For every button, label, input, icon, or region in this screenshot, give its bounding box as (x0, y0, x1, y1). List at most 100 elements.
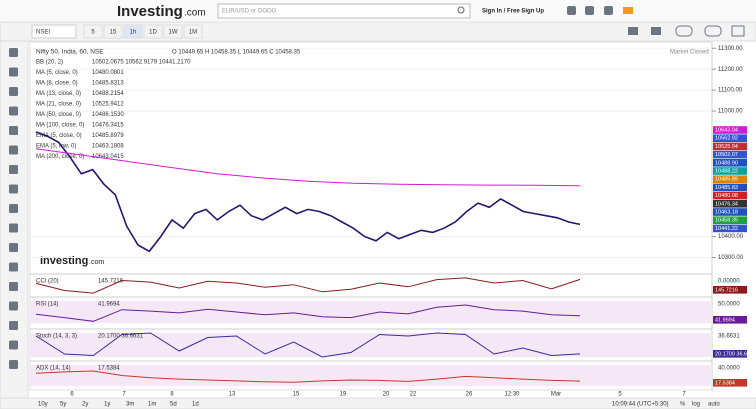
tool-icon[interactable] (9, 67, 18, 77)
period-button[interactable]: 5d (170, 402, 177, 408)
y-tick-label: 10400.00 (718, 234, 744, 240)
interval-button[interactable] (83, 24, 103, 39)
panel-axis-label: 50.0000 (718, 302, 740, 308)
y-tick-label: 11100.00 (718, 88, 743, 94)
layout-icon[interactable] (651, 27, 661, 35)
interval-button[interactable] (103, 24, 123, 39)
interval-label: 1W (169, 30, 178, 36)
logo[interactable]: Investing (117, 3, 183, 20)
interval-label: 15 (110, 30, 117, 36)
sign-in[interactable]: Sign In / Free Sign Up (482, 9, 544, 15)
tool-icon[interactable] (9, 321, 18, 330)
price-label: 10463.18 (715, 209, 738, 215)
price-label-box (713, 208, 747, 216)
chart-title: Nifty 50, India, 60, NSE (36, 49, 104, 56)
legend-value: 10502.0675 10562.9179 10441.2170 (92, 60, 191, 66)
legend-name: EMA (5, close, 0) (36, 133, 82, 139)
camera-icon[interactable] (628, 27, 638, 35)
tool-icon[interactable] (9, 223, 18, 233)
market-status: Market Closed (670, 50, 709, 56)
percent-toggle[interactable]: % (680, 402, 686, 408)
panel-value: 41.9694 (98, 302, 120, 308)
x-tick-label: 12:30 (504, 392, 520, 398)
panel-name: Stoch (14, 3, 3) (36, 334, 77, 340)
tool-icon[interactable] (9, 282, 18, 291)
legend-value: 10480.0801 (92, 70, 124, 76)
tool-icon[interactable] (9, 262, 18, 272)
price-label-box (713, 183, 747, 192)
period-button[interactable]: 1m (148, 402, 156, 408)
interval-button[interactable] (183, 24, 203, 39)
price-label-box (713, 200, 747, 208)
legend-name: EMA (5, low, 0) (36, 144, 76, 150)
panel-band (30, 301, 712, 323)
cloud-icon[interactable] (704, 25, 722, 37)
icon[interactable] (604, 6, 613, 15)
legend-name: MA (5, close, 0) (36, 70, 78, 76)
tool-icon[interactable] (9, 340, 18, 350)
log-toggle[interactable]: log (692, 402, 700, 408)
x-tick-label: 20 (383, 392, 390, 398)
search-icon[interactable] (457, 6, 465, 14)
period-button[interactable]: 10y (38, 402, 48, 408)
interval-button[interactable] (143, 24, 163, 39)
price-line (35, 131, 581, 253)
tool-icon[interactable] (9, 184, 18, 194)
legend-value: 10485.8313 (92, 81, 124, 87)
watermark: Investing (40, 255, 88, 267)
panel-name: RSI (14) (36, 302, 58, 308)
interval-label: 5 (91, 30, 95, 36)
interval-button[interactable] (123, 24, 143, 39)
panel-axis-label: 36.6631 (718, 334, 740, 340)
price-line (35, 148, 581, 187)
tool-icon[interactable] (9, 48, 18, 57)
price-label: 10476.34 (715, 201, 738, 207)
symbol-box[interactable] (31, 24, 77, 39)
period-button[interactable]: 2y (82, 402, 88, 408)
panel-value-box (713, 379, 747, 387)
legend-name: MA (200, close, 0) (36, 154, 84, 160)
period-button[interactable]: 5y (60, 402, 66, 408)
tool-icon[interactable] (9, 126, 18, 135)
panel-value-label: 17.5384 (715, 380, 735, 386)
tool-icon[interactable] (9, 165, 18, 174)
tool-icon[interactable] (9, 360, 18, 369)
fullscreen-icon[interactable] (731, 25, 745, 37)
legend-value: 10476.3415 (92, 123, 124, 129)
price-label: 10441.22 (715, 226, 738, 232)
price-label-box (713, 126, 747, 134)
auto-toggle[interactable]: auto (708, 402, 720, 408)
tool-icon[interactable] (9, 301, 18, 311)
price-label-box (713, 134, 747, 142)
price-label-box (713, 224, 747, 233)
x-tick-label: 26 (466, 392, 473, 398)
y-tick-label: 11000.00 (718, 109, 743, 115)
search-box[interactable] (217, 3, 471, 19)
icon[interactable] (567, 6, 576, 15)
x-tick-label: 19 (340, 392, 347, 398)
x-tick-label: 7 (682, 392, 686, 398)
panel-value-label: 145.7216 (715, 287, 738, 293)
tool-icon[interactable] (9, 204, 18, 213)
legend-value: 10486.1530 (92, 112, 124, 118)
period-button[interactable]: 1d (192, 402, 199, 408)
price-label-box (713, 216, 747, 224)
tool-icon[interactable] (9, 243, 18, 252)
flag[interactable] (623, 7, 633, 14)
cloud-icon[interactable] (675, 25, 693, 37)
x-tick-label: 13 (229, 392, 236, 398)
y-tick-label: 10300.00 (718, 255, 744, 261)
tool-icon[interactable] (9, 145, 18, 155)
tool-icon[interactable] (9, 106, 18, 116)
tool-icon[interactable] (9, 87, 18, 96)
period-button[interactable]: 3m (126, 402, 134, 408)
interval-button[interactable] (163, 24, 183, 39)
icon[interactable] (585, 6, 594, 15)
interval-label: 1h (130, 30, 137, 36)
panel-axis-label: 0.00000 (718, 279, 740, 285)
panel-value-label: 20.1700 36.6631 (715, 351, 756, 357)
period-button[interactable]: 1y (104, 402, 110, 408)
x-tick-label: 6 (70, 392, 74, 398)
legend-value: 10463.1808 (92, 144, 124, 150)
